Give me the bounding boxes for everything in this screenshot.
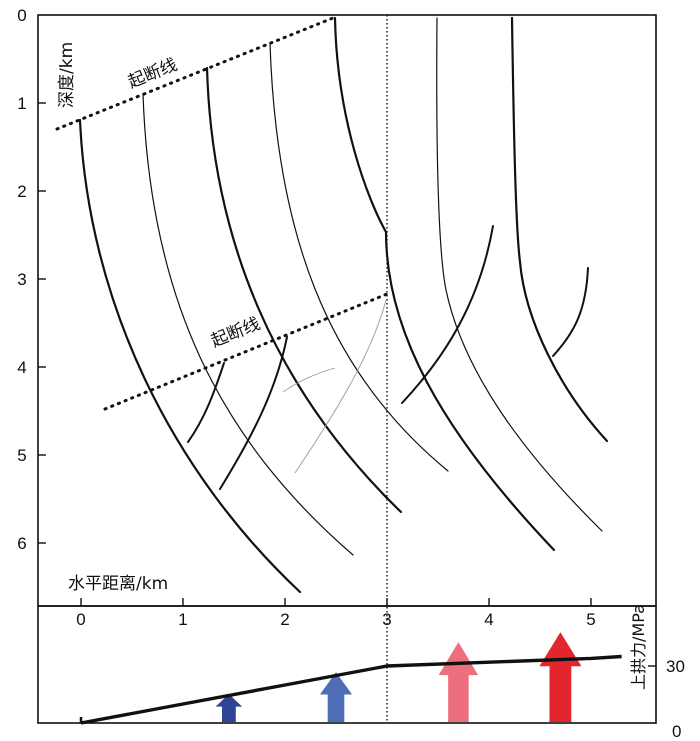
horizontal-tick-labels: 0 1 2 3 4 5 xyxy=(76,610,595,629)
uplift-curve xyxy=(80,654,622,725)
horizontal-axis-label: 水平距离/km xyxy=(68,574,168,594)
horizontal-tick-2: 2 xyxy=(280,610,289,629)
major-fault-2 xyxy=(205,66,403,514)
uplift-arrow-2 xyxy=(320,672,352,722)
uplift-arrows xyxy=(215,632,582,722)
faint-fault-2 xyxy=(282,367,336,393)
uplift-axis-label: 上拱力/MPa xyxy=(629,604,648,690)
depth-tick-1: 1 xyxy=(17,94,26,113)
upper-breakaway-label: 起断线 xyxy=(125,55,180,93)
depth-tick-4: 4 xyxy=(17,358,26,377)
lower-breakaway-line xyxy=(103,292,389,411)
uplift-tick-0: 0 xyxy=(672,722,681,741)
antithetic-fault-4 xyxy=(552,267,589,357)
minor-faults xyxy=(142,17,603,556)
depth-tick-0: 0 xyxy=(17,6,26,25)
antithetic-fault-1 xyxy=(187,362,225,443)
horizontal-tick-4: 4 xyxy=(484,610,493,629)
faint-fault-1 xyxy=(294,299,387,474)
major-fault-1 xyxy=(78,118,302,594)
minor-fault-1 xyxy=(142,93,354,556)
minor-fault-3 xyxy=(436,17,603,532)
uplift-arrow-3 xyxy=(438,642,479,722)
major-fault-3 xyxy=(333,16,556,552)
horizontal-axis-ticks xyxy=(80,598,592,606)
horizontal-tick-5: 5 xyxy=(586,610,595,629)
minor-fault-2 xyxy=(269,42,449,472)
antithetic-faults xyxy=(187,225,589,490)
uplift-arrow-1 xyxy=(215,694,243,722)
lower-breakaway-label: 起断线 xyxy=(208,314,263,352)
depth-tick-5: 5 xyxy=(17,446,26,465)
major-faults xyxy=(78,16,609,594)
depth-axis-label: 深度/km xyxy=(57,42,77,108)
uplift-tick-30: 30 xyxy=(666,657,685,676)
major-fault-4 xyxy=(510,16,609,443)
horizontal-tick-0: 0 xyxy=(76,610,85,629)
horizontal-tick-1: 1 xyxy=(178,610,187,629)
lower-panel-frame xyxy=(37,605,657,724)
depth-tick-3: 3 xyxy=(17,270,26,289)
depth-tick-6: 6 xyxy=(17,534,26,553)
antithetic-fault-2 xyxy=(219,336,288,490)
antithetic-fault-3 xyxy=(401,225,494,404)
faint-faults xyxy=(282,299,387,474)
depth-axis-ticks xyxy=(38,102,46,544)
depth-tick-2: 2 xyxy=(17,182,26,201)
uplift-curve-layer xyxy=(79,654,622,725)
uplift-arrow-4 xyxy=(539,632,582,722)
upper-breakaway-line xyxy=(55,16,335,131)
depth-tick-labels: 0 1 2 3 4 5 6 xyxy=(17,6,26,553)
